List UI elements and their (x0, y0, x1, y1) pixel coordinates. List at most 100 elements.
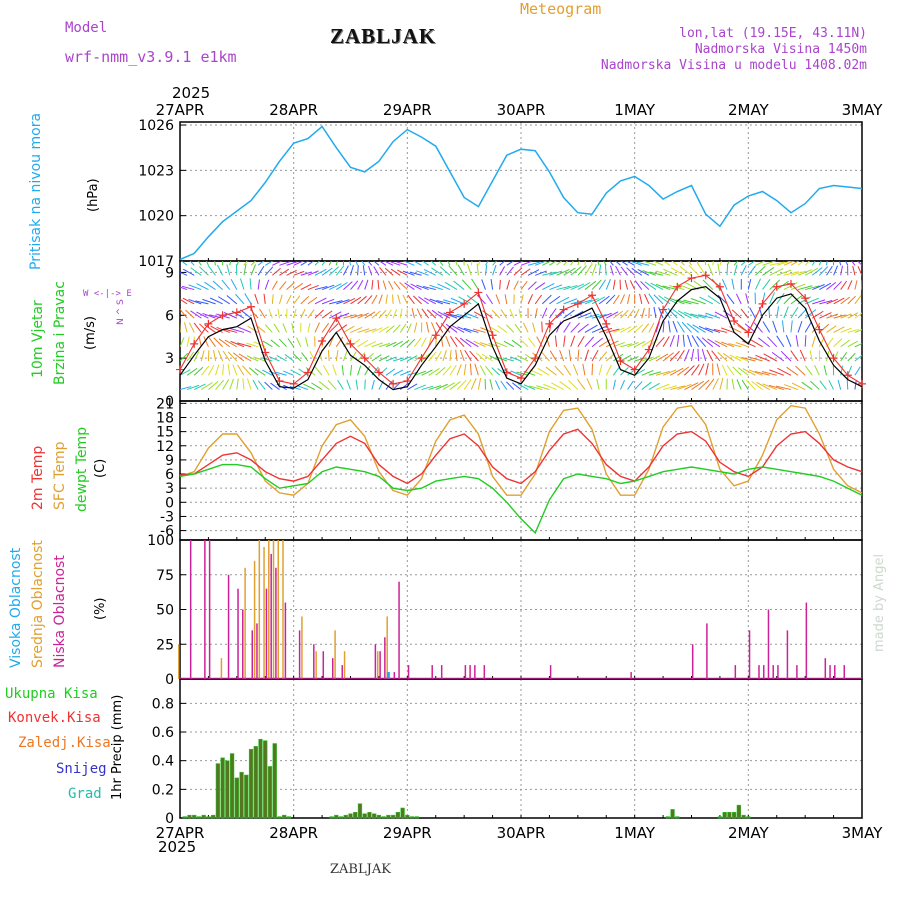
wind-barb (226, 264, 231, 276)
wind-barb (556, 308, 566, 319)
wind-barb (676, 299, 692, 305)
wind-barb (705, 312, 721, 319)
wind-barb (449, 364, 457, 376)
wind-barb (414, 337, 422, 348)
wind-barb (627, 380, 634, 390)
precip-bar (717, 816, 723, 819)
y-tick-label: 50 (156, 603, 174, 619)
wind-barb (769, 369, 785, 376)
wind-barb (357, 328, 370, 333)
wind-barb (627, 325, 638, 333)
wind-barb (257, 279, 260, 290)
wind-barb (385, 341, 397, 348)
wind-barb (378, 309, 387, 319)
wind-barb (641, 323, 650, 333)
wind-barb (301, 352, 309, 362)
wind-barb (279, 261, 291, 266)
wind-barb (641, 381, 652, 390)
wind-barb (371, 279, 374, 290)
wind-barb (542, 261, 553, 266)
wind-barb (262, 369, 273, 376)
wind-barb (620, 343, 633, 348)
y-tick-label: 3 (165, 481, 174, 497)
wind-barb (189, 322, 195, 333)
wind-barb (742, 368, 756, 376)
wind-barb (577, 282, 591, 291)
wind-barb (412, 261, 422, 266)
wind-barb (224, 339, 238, 348)
wind-barb (332, 364, 337, 376)
wind-barb (392, 357, 404, 362)
precip-bar (267, 766, 273, 819)
wind-gust-marker (460, 299, 469, 308)
wind-barb (399, 308, 403, 319)
wind-barb (205, 261, 209, 266)
wind-barb (771, 351, 785, 362)
precip-bar (187, 814, 192, 819)
wind-gust-marker (389, 379, 398, 388)
wind-barb (421, 308, 430, 319)
wind-barb (804, 267, 819, 276)
wind-barb (696, 261, 700, 266)
wind-barb (355, 379, 359, 390)
wind-barb (237, 326, 252, 333)
wind-barb (480, 342, 493, 348)
wind-barb (619, 379, 626, 390)
wind-barb (449, 349, 452, 362)
wind-barb (690, 313, 706, 319)
wind-barb (188, 298, 202, 305)
wind-barb (598, 264, 602, 276)
precip-bar (253, 746, 258, 819)
wind-barb (456, 364, 462, 376)
wind-barb (832, 261, 835, 266)
wind-barb (227, 351, 238, 362)
wind-barb (714, 311, 728, 319)
wind-barb (246, 342, 259, 348)
wind-barb (549, 284, 563, 291)
wind-barb (811, 336, 816, 347)
precip-legend-hail: Grad (68, 786, 102, 802)
wind-barb (318, 381, 330, 390)
wind-barb (854, 343, 862, 348)
wind-barb (851, 261, 856, 266)
wind-barb (693, 280, 706, 290)
wind-barb (509, 308, 515, 319)
wind-barb (307, 322, 311, 333)
wind-barb (476, 294, 486, 305)
wind-barb (343, 314, 356, 319)
wind-barb (804, 365, 813, 376)
year-top: 2025 (172, 84, 211, 102)
wind-barb (335, 336, 344, 347)
precip-bar (395, 812, 401, 819)
precip-bar (211, 814, 216, 819)
precip-bar (727, 812, 732, 819)
wind-barb (747, 278, 752, 290)
wind-gust-marker (659, 305, 668, 314)
wind-barb (688, 261, 692, 266)
wind-barb (613, 353, 624, 362)
precip-bar (343, 814, 348, 819)
wind-gust-marker (332, 314, 341, 323)
wind-barb (183, 322, 188, 333)
wind-barb (264, 279, 270, 290)
wind-barb (506, 261, 515, 266)
wind-barb (429, 298, 444, 305)
wind-barb (563, 284, 578, 291)
wind-barb (444, 281, 458, 290)
wind-barb (373, 261, 380, 266)
wind-barb (767, 336, 778, 348)
wind-barb (677, 310, 692, 319)
wind-barb (259, 308, 266, 319)
wind-barb (697, 314, 713, 319)
wind-barb (627, 294, 631, 304)
x-tick-label-top: 29APR (383, 101, 432, 119)
precip-bar (248, 748, 254, 819)
wind-barb (676, 321, 685, 333)
wind-barb (534, 294, 542, 305)
wind-barb (404, 282, 415, 290)
wind-barb (235, 293, 245, 305)
wind-barb (584, 349, 590, 362)
wind-barb (769, 261, 785, 266)
wind-barb (463, 261, 465, 266)
wind-barb (644, 281, 657, 290)
